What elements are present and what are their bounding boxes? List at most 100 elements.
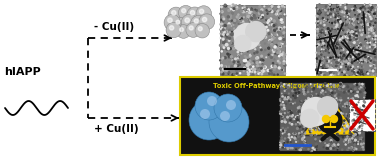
Circle shape <box>353 23 355 25</box>
Circle shape <box>357 141 359 143</box>
Circle shape <box>262 35 266 38</box>
Circle shape <box>316 107 318 109</box>
Circle shape <box>297 144 299 146</box>
Circle shape <box>333 137 336 140</box>
Circle shape <box>313 149 315 150</box>
Circle shape <box>353 147 355 149</box>
Circle shape <box>239 43 241 45</box>
Circle shape <box>268 19 270 21</box>
Circle shape <box>279 20 282 23</box>
Circle shape <box>338 102 341 104</box>
Circle shape <box>314 97 316 99</box>
Circle shape <box>344 31 347 34</box>
Circle shape <box>343 55 345 57</box>
Circle shape <box>327 109 329 111</box>
Circle shape <box>248 70 250 72</box>
Circle shape <box>312 146 315 149</box>
Circle shape <box>362 123 364 125</box>
Circle shape <box>346 41 348 43</box>
Circle shape <box>374 12 376 14</box>
Circle shape <box>233 63 237 66</box>
Circle shape <box>328 75 331 77</box>
Circle shape <box>367 57 370 60</box>
Circle shape <box>269 69 271 72</box>
Circle shape <box>330 73 333 76</box>
Circle shape <box>169 26 174 30</box>
Circle shape <box>301 133 304 135</box>
Circle shape <box>340 42 343 45</box>
Circle shape <box>220 71 223 73</box>
Circle shape <box>297 92 300 95</box>
Circle shape <box>322 115 330 122</box>
Circle shape <box>274 23 277 26</box>
Circle shape <box>251 10 253 12</box>
Circle shape <box>249 18 252 21</box>
Circle shape <box>330 124 332 126</box>
Circle shape <box>223 46 225 49</box>
Circle shape <box>318 109 342 133</box>
Circle shape <box>222 38 225 41</box>
Circle shape <box>339 38 342 41</box>
Circle shape <box>224 3 227 7</box>
Circle shape <box>268 9 271 12</box>
Circle shape <box>302 137 305 139</box>
Circle shape <box>347 62 350 65</box>
Circle shape <box>321 51 324 53</box>
Circle shape <box>348 51 351 53</box>
Circle shape <box>333 29 335 32</box>
Circle shape <box>238 4 241 7</box>
Circle shape <box>339 55 342 58</box>
Circle shape <box>282 62 285 65</box>
Circle shape <box>284 13 286 15</box>
Circle shape <box>289 115 291 117</box>
Circle shape <box>358 46 360 48</box>
Circle shape <box>254 62 256 65</box>
Circle shape <box>248 25 251 28</box>
Circle shape <box>345 19 347 21</box>
Circle shape <box>358 83 361 86</box>
Circle shape <box>340 6 342 8</box>
Circle shape <box>320 57 322 59</box>
Circle shape <box>221 27 223 29</box>
Circle shape <box>284 137 286 140</box>
Circle shape <box>317 8 319 10</box>
Circle shape <box>331 31 334 34</box>
Circle shape <box>336 149 338 151</box>
Circle shape <box>347 13 350 16</box>
Circle shape <box>318 10 321 13</box>
Circle shape <box>361 120 363 122</box>
Circle shape <box>195 24 209 38</box>
Circle shape <box>297 144 300 147</box>
Circle shape <box>235 69 239 72</box>
Circle shape <box>248 69 251 71</box>
Circle shape <box>274 65 277 68</box>
Circle shape <box>329 111 331 113</box>
Circle shape <box>251 68 253 70</box>
Circle shape <box>363 56 366 59</box>
Circle shape <box>318 38 320 40</box>
Circle shape <box>338 57 339 59</box>
Circle shape <box>233 34 235 37</box>
Circle shape <box>327 9 330 11</box>
Circle shape <box>335 61 338 64</box>
Circle shape <box>329 49 332 51</box>
Circle shape <box>360 43 362 45</box>
Circle shape <box>366 12 369 15</box>
Circle shape <box>338 68 339 70</box>
Circle shape <box>278 50 281 52</box>
Circle shape <box>347 97 349 99</box>
Circle shape <box>338 101 341 103</box>
Circle shape <box>343 48 345 49</box>
Circle shape <box>316 30 319 33</box>
Circle shape <box>234 61 237 64</box>
Circle shape <box>326 108 328 110</box>
Circle shape <box>336 133 339 136</box>
Circle shape <box>284 102 287 105</box>
Circle shape <box>365 19 367 22</box>
Circle shape <box>237 29 240 32</box>
Circle shape <box>220 25 222 27</box>
Circle shape <box>260 23 263 26</box>
Circle shape <box>273 29 276 32</box>
Circle shape <box>289 103 293 106</box>
Circle shape <box>366 41 369 44</box>
